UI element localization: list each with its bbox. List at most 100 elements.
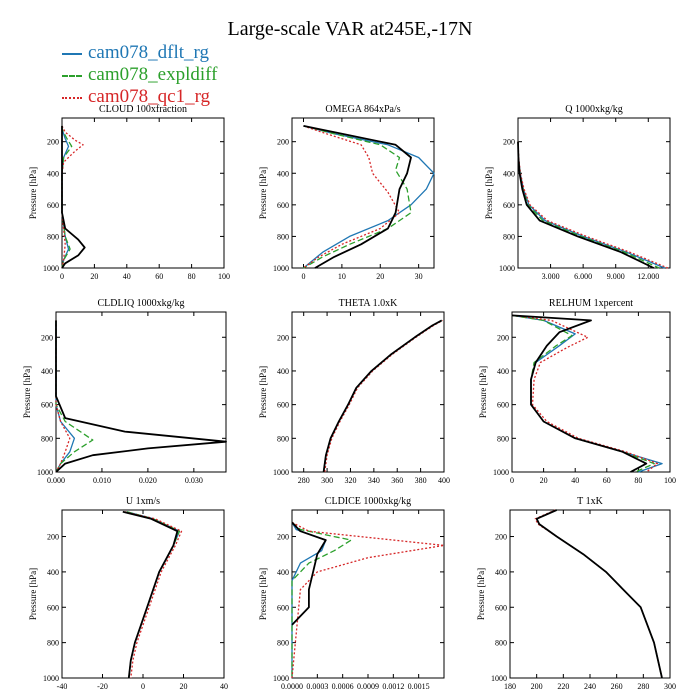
- x-tick-label: 0: [141, 682, 145, 691]
- plot-frame: [61, 117, 225, 269]
- y-tick-label: 600: [277, 201, 289, 210]
- y-tick-label: 1000: [491, 674, 507, 683]
- x-tick-label: 240: [584, 682, 596, 691]
- y-tick-label: 1000: [499, 264, 515, 273]
- y-tick-label: 800: [495, 639, 507, 648]
- y-tick-label: 200: [41, 333, 53, 342]
- x-tick-label: 10: [338, 272, 346, 281]
- series-line-reference: [511, 314, 648, 473]
- series-line-cam078_expldiff: [322, 319, 443, 473]
- panel-3: Q 1000xkg/kg Pressure [hPa] 200 400 600 800 10…: [484, 104, 671, 281]
- y-tick-label: 800: [47, 232, 59, 241]
- series-line-cam078_expldiff: [303, 125, 412, 269]
- y-tick-label: 200: [503, 138, 515, 147]
- y-tick-label: 200: [47, 138, 59, 147]
- y-tick-label: 400: [47, 169, 59, 178]
- y-tick-label: 200: [277, 138, 289, 147]
- x-tick-label: 40: [220, 682, 228, 691]
- x-tick-label: 0.0012: [382, 682, 404, 691]
- x-tick-label: 0.0015: [408, 682, 430, 691]
- y-tick-label: 400: [41, 367, 53, 376]
- x-tick-label: 0.030: [185, 476, 203, 485]
- x-tick-label: 0.0000: [281, 682, 303, 691]
- panel-title: CLDICE 1000xkg/kg: [325, 496, 411, 507]
- series-line-cam078_expldiff: [517, 141, 660, 269]
- y-tick-label: 1000: [273, 674, 289, 683]
- x-tick-label: 80: [188, 272, 196, 281]
- x-tick-label: 0.0003: [306, 682, 328, 691]
- y-tick-label: 400: [503, 169, 515, 178]
- x-tick-label: 0.020: [139, 476, 157, 485]
- series-line-cam078_dflt_rg: [126, 511, 181, 679]
- x-tick-label: 30: [415, 272, 423, 281]
- legend-item: cam078_qc1_rg: [62, 86, 217, 108]
- legend-label: cam078_expldiff: [88, 64, 218, 85]
- legend-swatch: [62, 52, 82, 55]
- series-line-cam078_qc1_rg: [61, 125, 84, 269]
- y-tick-label: 600: [47, 603, 59, 612]
- x-tick-label: 300: [664, 682, 676, 691]
- y-tick-label: 1000: [273, 468, 289, 477]
- legend: cam078_dflt_rg cam078_expldiff cam078_qc…: [62, 42, 217, 108]
- y-tick-label: 1000: [273, 264, 289, 273]
- plot-frame: [509, 509, 671, 679]
- y-tick-label: 1000: [43, 264, 59, 273]
- series-line-cam078_expldiff: [55, 320, 94, 473]
- y-axis-label: Pressure [hPa]: [258, 366, 268, 418]
- x-tick-label: 200: [531, 682, 543, 691]
- legend-label: cam078_dflt_rg: [88, 42, 210, 63]
- y-tick-label: 800: [47, 639, 59, 648]
- x-tick-label: 60: [155, 272, 163, 281]
- x-tick-label: 20: [90, 272, 98, 281]
- y-axis-label: Pressure [hPa]: [258, 568, 268, 620]
- page-title: Large-scale VAR at245E,-17N: [227, 18, 473, 40]
- y-tick-label: 600: [47, 201, 59, 210]
- series-line-cam078_expldiff: [291, 521, 352, 678]
- x-tick-label: -40: [57, 682, 68, 691]
- plot-frame: [291, 509, 445, 679]
- panel-5: THETA 1.0xK Pressure [hPa] 200 400 600 800 100…: [258, 298, 450, 485]
- y-tick-label: 200: [277, 333, 289, 342]
- series-line-reference: [303, 125, 412, 269]
- x-tick-label: 3.000: [542, 272, 560, 281]
- x-tick-label: 280: [298, 476, 310, 485]
- plot-frame: [291, 311, 445, 473]
- y-tick-label: 1000: [493, 468, 509, 477]
- x-tick-label: 0.000: [47, 476, 65, 485]
- y-tick-label: 600: [277, 401, 289, 410]
- x-tick-label: 340: [368, 476, 380, 485]
- x-tick-label: 0: [510, 476, 514, 485]
- y-tick-label: 400: [47, 568, 59, 577]
- series-line-cam078_qc1_rg: [511, 314, 659, 473]
- x-tick-label: 20: [180, 682, 188, 691]
- y-tick-label: 800: [277, 639, 289, 648]
- y-tick-label: 800: [277, 434, 289, 443]
- legend-swatch: [62, 74, 82, 77]
- x-tick-label: 100: [218, 272, 230, 281]
- legend-item: cam078_dflt_rg: [62, 42, 217, 64]
- plot-frame: [55, 311, 227, 473]
- panel-title: Q 1000xkg/kg: [565, 104, 623, 115]
- y-tick-label: 200: [497, 333, 509, 342]
- series-line-cam078_qc1_rg: [517, 141, 669, 269]
- y-axis-label: Pressure [hPa]: [478, 366, 488, 418]
- series-line-cam078_qc1_rg: [303, 125, 401, 269]
- legend-swatch: [62, 96, 82, 99]
- x-tick-label: 360: [391, 476, 403, 485]
- y-tick-label: 800: [41, 434, 53, 443]
- x-tick-label: 40: [123, 272, 131, 281]
- y-axis-label: Pressure [hPa]: [28, 568, 38, 620]
- y-tick-label: 600: [503, 201, 515, 210]
- series-line-cam078_expldiff: [61, 125, 73, 269]
- plot-frame: [61, 509, 225, 679]
- y-tick-label: 400: [277, 169, 289, 178]
- y-tick-label: 1000: [37, 468, 53, 477]
- x-tick-label: 6.000: [574, 272, 592, 281]
- x-tick-label: 320: [344, 476, 356, 485]
- x-tick-label: 100: [664, 476, 676, 485]
- x-tick-label: 400: [438, 476, 450, 485]
- series-line-reference: [517, 141, 655, 269]
- series-line-cam078_dflt_rg: [55, 320, 76, 473]
